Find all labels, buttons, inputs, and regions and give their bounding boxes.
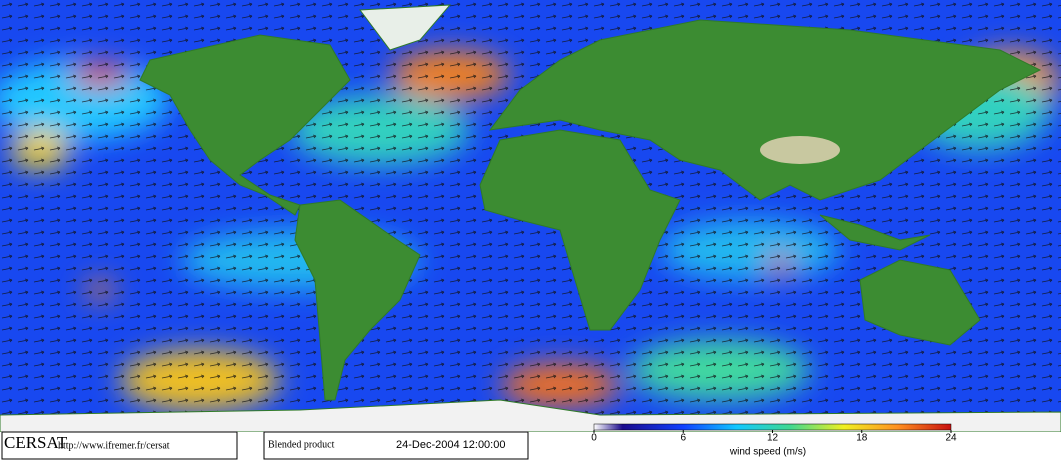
greenland [359,4,452,51]
colorbar-tick-label: 12 [767,433,779,444]
south-america [294,199,421,401]
colorbar-tick-label: 6 [680,433,686,444]
indonesia [819,214,931,251]
eurasia [488,19,1042,201]
north-america [139,34,351,216]
africa [479,129,681,331]
logo-box [1,431,238,460]
continents [0,4,1061,433]
plateau [760,136,840,164]
date: 24-Dec-2004 12:00:00 [396,439,505,451]
colorbar-tick-label: 18 [856,433,868,444]
colorbar-label: wind speed (m/s) [729,447,806,458]
colorbar-tick-label: 24 [945,433,957,444]
colorbar [593,423,952,431]
australia [859,259,981,346]
colorbar-tick-label: 0 [591,433,597,444]
product: Blended product [268,439,335,450]
url: http://www.ifremer.fr/cersat [58,440,170,451]
logo: CERSAT [4,433,68,452]
product-box [263,431,529,460]
